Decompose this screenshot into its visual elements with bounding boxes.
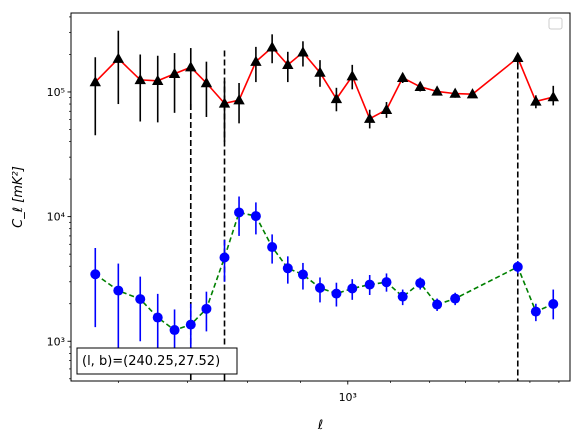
series-line — [94, 211, 554, 331]
y-axis-label: C_ℓ [mK²] — [11, 166, 26, 228]
circle-marker — [415, 278, 426, 289]
circle-marker — [169, 325, 180, 336]
legend-box — [548, 17, 563, 30]
annotation-text: (l, b)=(240.25,27.52) — [82, 354, 220, 369]
triangle-marker — [185, 61, 197, 72]
triangle-marker — [89, 76, 101, 87]
circle-marker — [90, 269, 101, 280]
circle-marker — [219, 252, 230, 263]
series-line — [94, 46, 554, 120]
plot-frame — [70, 12, 571, 382]
triangle-marker — [314, 66, 326, 77]
triangle-marker — [449, 87, 461, 98]
circle-marker — [201, 303, 212, 314]
triangle-marker — [152, 74, 164, 85]
circle-marker — [234, 207, 245, 218]
triangle-marker — [380, 103, 393, 114]
triangle-marker — [396, 71, 409, 82]
triangle-marker — [250, 55, 262, 66]
axis-ticks: 10³ 10⁴ 10⁵ 10³ — [47, 16, 560, 404]
circle-marker — [530, 306, 541, 317]
circle-marker — [397, 291, 408, 302]
circle-marker — [432, 299, 443, 310]
circle-marker — [135, 294, 146, 305]
triangle-marker — [431, 85, 443, 96]
circle-marker — [152, 312, 163, 323]
triangle-marker — [414, 80, 426, 92]
triangle-marker — [233, 94, 245, 105]
circle-marker — [113, 285, 124, 296]
triangle-marker — [297, 46, 309, 57]
triangle-marker — [282, 58, 294, 70]
triangle-marker — [330, 92, 343, 104]
triangle-marker — [168, 67, 181, 78]
triangle-marker — [530, 95, 542, 106]
circle-marker — [347, 283, 358, 294]
circle-marker — [331, 288, 342, 299]
circle-marker — [381, 277, 392, 288]
triangle-marker — [134, 73, 146, 85]
circle-marker — [314, 282, 325, 293]
circle-marker — [512, 261, 523, 272]
circle-marker — [267, 242, 278, 253]
x-tick-label: 10³ — [339, 391, 357, 404]
annotation-frame — [76, 347, 238, 375]
y-tick-label: 10⁵ — [47, 86, 65, 99]
triangle-marker — [547, 91, 559, 102]
circle-marker — [364, 279, 375, 290]
triangle-marker — [364, 112, 376, 123]
y-tick-label: 10³ — [47, 335, 65, 348]
y-tick-label: 10⁴ — [47, 211, 66, 224]
triangle-marker — [112, 52, 125, 63]
circle-marker — [185, 319, 196, 330]
triangle-marker — [512, 51, 524, 62]
circle-marker — [450, 293, 461, 304]
triangle-marker — [466, 88, 479, 99]
x-axis-label: ℓ — [317, 418, 323, 433]
circle-marker — [282, 263, 293, 274]
annotation-box: (l, b)=(240.25,27.52) — [76, 347, 238, 375]
circle-marker — [297, 269, 308, 280]
circle-marker — [250, 211, 261, 222]
triangle-marker — [218, 97, 231, 108]
triangle-marker — [266, 41, 278, 52]
circle-marker — [548, 299, 559, 310]
triangle-marker — [200, 77, 213, 88]
triangle-marker — [346, 70, 358, 81]
series-markers — [89, 41, 559, 336]
